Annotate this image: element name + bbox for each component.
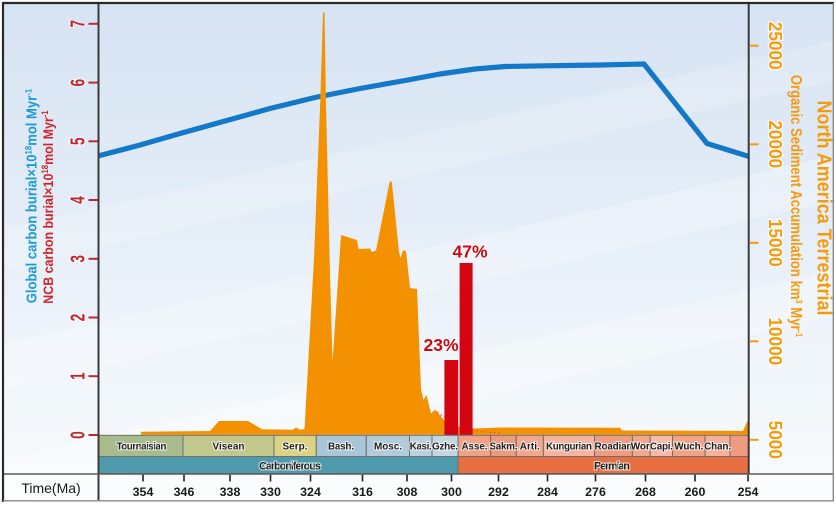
svg-text:1: 1 <box>66 372 89 380</box>
svg-text:Serp.: Serp. <box>283 442 308 453</box>
svg-text:254: 254 <box>738 485 759 499</box>
svg-text:354: 354 <box>133 485 154 499</box>
svg-text:10000: 10000 <box>765 317 786 365</box>
svg-text:0: 0 <box>66 431 89 439</box>
svg-text:3: 3 <box>66 255 89 263</box>
svg-text:346: 346 <box>174 485 195 499</box>
svg-text:2: 2 <box>66 314 89 322</box>
svg-text:15000: 15000 <box>765 219 786 267</box>
svg-text:Wor.: Wor. <box>631 442 652 453</box>
svg-text:Tournaisian: Tournaisian <box>117 442 167 453</box>
svg-text:316: 316 <box>352 485 373 499</box>
svg-text:Arti.: Arti. <box>520 442 540 453</box>
svg-text:Wuch.: Wuch. <box>674 442 703 453</box>
svg-text:276: 276 <box>585 485 606 499</box>
svg-text:268: 268 <box>635 485 656 499</box>
svg-text:Global carbon burial×1018mol M: Global carbon burial×1018mol Myr-1 <box>23 88 40 303</box>
svg-text:260: 260 <box>685 485 706 499</box>
svg-text:5000: 5000 <box>765 421 786 459</box>
svg-text:Chan.: Chan. <box>704 442 731 453</box>
svg-text:308: 308 <box>397 485 418 499</box>
svg-text:20000: 20000 <box>765 120 786 168</box>
svg-text:300: 300 <box>441 485 462 499</box>
svg-text:Bash.: Bash. <box>328 442 354 453</box>
svg-text:4: 4 <box>66 196 89 204</box>
svg-text:Time(Ma): Time(Ma) <box>21 480 80 496</box>
svg-text:6: 6 <box>66 78 89 86</box>
svg-text:284: 284 <box>537 485 558 499</box>
svg-text:23%: 23% <box>423 335 458 355</box>
svg-text:Carboniferous: Carboniferous <box>259 460 321 472</box>
svg-text:Sakm.: Sakm. <box>490 442 518 453</box>
svg-text:47%: 47% <box>452 242 487 262</box>
svg-text:25000: 25000 <box>765 22 786 70</box>
svg-text:Gzhe.: Gzhe. <box>432 442 458 453</box>
svg-text:292: 292 <box>488 485 509 499</box>
svg-text:Kasi.: Kasi. <box>410 442 432 453</box>
svg-text:Organic Sediment Accumulation: Organic Sediment Accumulation km3 Myr-1 <box>787 75 804 338</box>
svg-text:Kungurian: Kungurian <box>546 442 592 453</box>
svg-text:North America Terrestrial: North America Terrestrial <box>812 101 834 316</box>
svg-text:NCB carbon burial×1018mol Myr-: NCB carbon burial×1018mol Myr-1 <box>39 110 56 304</box>
svg-text:Visean: Visean <box>213 442 245 453</box>
svg-text:5: 5 <box>66 137 89 145</box>
svg-text:7: 7 <box>66 20 89 28</box>
svg-text:Roadian: Roadian <box>595 442 633 453</box>
svg-text:338: 338 <box>220 485 241 499</box>
svg-text:Asse.: Asse. <box>462 442 488 453</box>
svg-text:324: 324 <box>300 485 321 499</box>
svg-text:Mosc.: Mosc. <box>374 442 402 453</box>
svg-text:Permian: Permian <box>594 460 630 472</box>
svg-text:330: 330 <box>260 485 281 499</box>
svg-text:Capi.: Capi. <box>650 442 673 453</box>
